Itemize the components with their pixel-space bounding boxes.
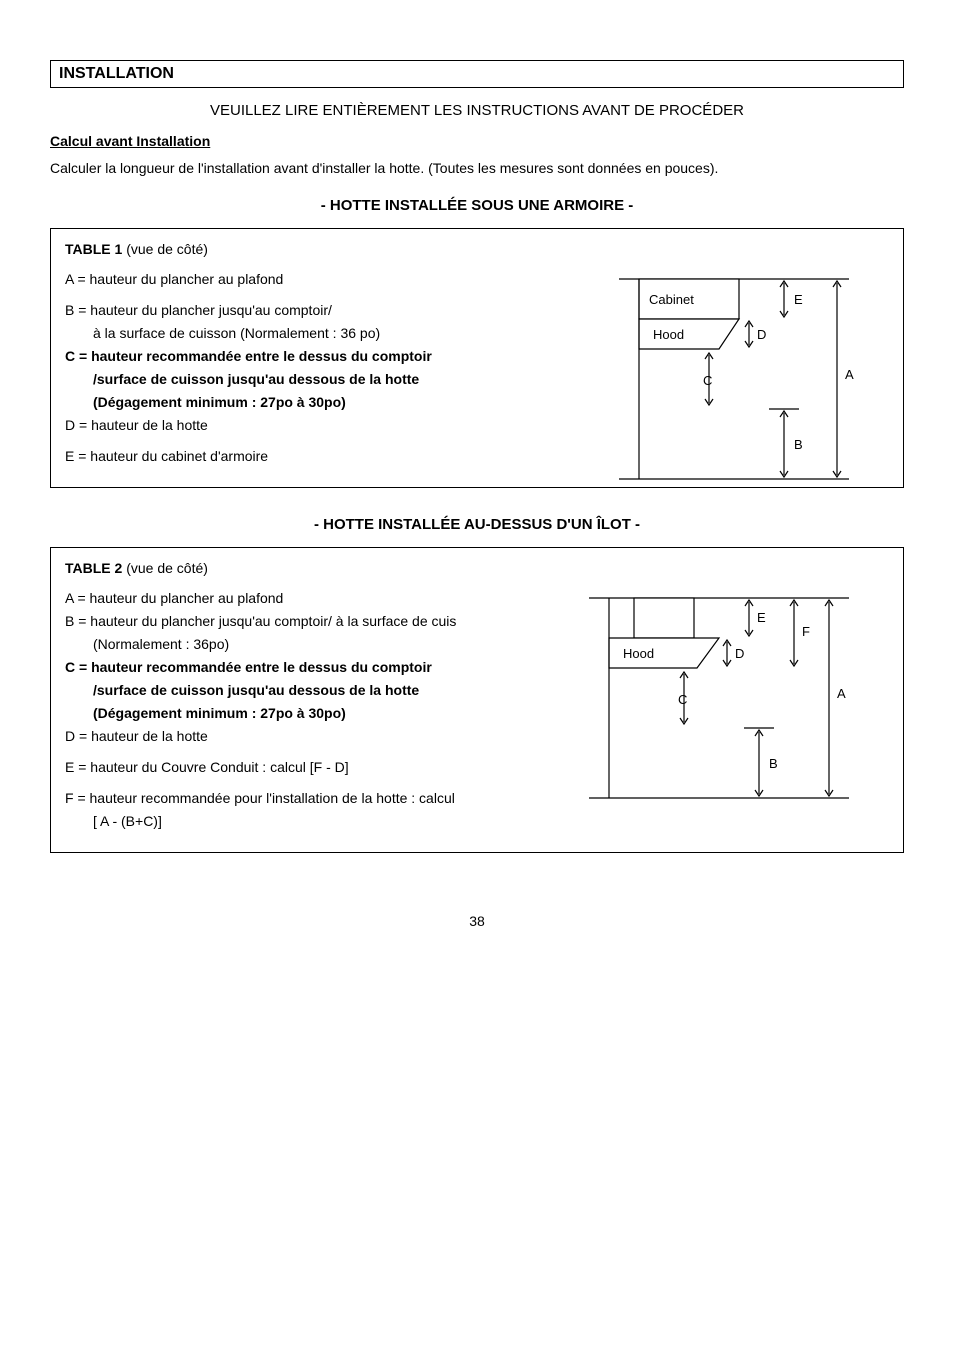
diagram2-label-e: E [757, 610, 766, 625]
table2-row-f1: F = hauteur recommandée pour l'installat… [65, 788, 605, 809]
table1-row-d: D = hauteur de la hotte [65, 415, 605, 436]
diagram1-label-e: E [794, 292, 803, 307]
diagram2-label-a: A [837, 686, 846, 701]
diagram2-label-b: B [769, 756, 778, 771]
table2-row-b1: B = hauteur du plancher jusqu'au comptoi… [65, 611, 605, 632]
table1-row-c3: (Dégagement minimum : 27po à 30po) [65, 392, 605, 413]
table2-row-c3: (Dégagement minimum : 27po à 30po) [65, 703, 605, 724]
diagram2-label-d: D [735, 646, 744, 661]
table1-row-b1: B = hauteur du plancher jusqu'au comptoi… [65, 300, 605, 321]
table2-row-e: E = hauteur du Couvre Conduit : calcul [… [65, 757, 605, 778]
calc-paragraph: Calculer la longueur de l'installation a… [50, 159, 904, 179]
heading-island: - HOTTE INSTALLÉE AU-DESSUS D'UN ÎLOT - [50, 516, 904, 533]
table1-diagram: Cabinet Hood E D C [619, 269, 879, 489]
diagram1-hood-label: Hood [653, 327, 684, 342]
section-title: INSTALLATION [59, 65, 174, 82]
table2-title: TABLE 2 (vue de côté) [65, 560, 889, 576]
diagram2-hood-label: Hood [623, 646, 654, 661]
table1-row-c1: C = hauteur recommandée entre le dessus … [65, 346, 605, 367]
table2-row-d: D = hauteur de la hotte [65, 726, 605, 747]
read-instructions-subtitle: VEUILLEZ LIRE ENTIÈREMENT LES INSTRUCTIO… [50, 102, 904, 119]
table2-definitions: A = hauteur du plancher au plafond B = h… [65, 588, 605, 832]
table2-title-rest: (vue de côté) [122, 560, 208, 576]
table1-title-rest: (vue de côté) [122, 241, 208, 257]
diagram1-label-b: B [794, 437, 803, 452]
table1-row-c2: /surface de cuisson jusqu'au dessous de … [65, 369, 605, 390]
heading-cabinet: - HOTTE INSTALLÉE SOUS UNE ARMOIRE - [50, 197, 904, 214]
table1-box: TABLE 1 (vue de côté) A = hauteur du pla… [50, 228, 904, 488]
table2-box: TABLE 2 (vue de côté) A = hauteur du pla… [50, 547, 904, 853]
table2-row-f2: [ A - (B+C)] [65, 811, 605, 832]
calc-heading: Calcul avant Installation [50, 133, 904, 149]
table2-row-a: A = hauteur du plancher au plafond [65, 588, 605, 609]
table1-title-bold: TABLE 1 [65, 241, 122, 257]
diagram1-label-a: A [845, 367, 854, 382]
section-title-box: INSTALLATION [50, 60, 904, 88]
page-number: 38 [50, 913, 904, 929]
diagram2-label-f: F [802, 624, 810, 639]
table2-title-bold: TABLE 2 [65, 560, 122, 576]
table2-row-c1: C = hauteur recommandée entre le dessus … [65, 657, 605, 678]
diagram1-label-d: D [757, 327, 766, 342]
diagram1-label-c: C [703, 373, 712, 388]
diagram2-label-c: C [678, 692, 687, 707]
table2-row-b2: (Normalement : 36po) [65, 634, 605, 655]
table1-row-a: A = hauteur du plancher au plafond [65, 269, 605, 290]
table1-title: TABLE 1 (vue de côté) [65, 241, 889, 257]
table1-row-b2: à la surface de cuisson (Normalement : 3… [65, 323, 605, 344]
table1-row-e: E = hauteur du cabinet d'armoire [65, 446, 605, 467]
table1-definitions: A = hauteur du plancher au plafond B = h… [65, 269, 605, 467]
diagram1-cabinet-label: Cabinet [649, 292, 694, 307]
table2-row-c2: /surface de cuisson jusqu'au dessous de … [65, 680, 605, 701]
table2-diagram: Hood E F D [589, 588, 879, 808]
